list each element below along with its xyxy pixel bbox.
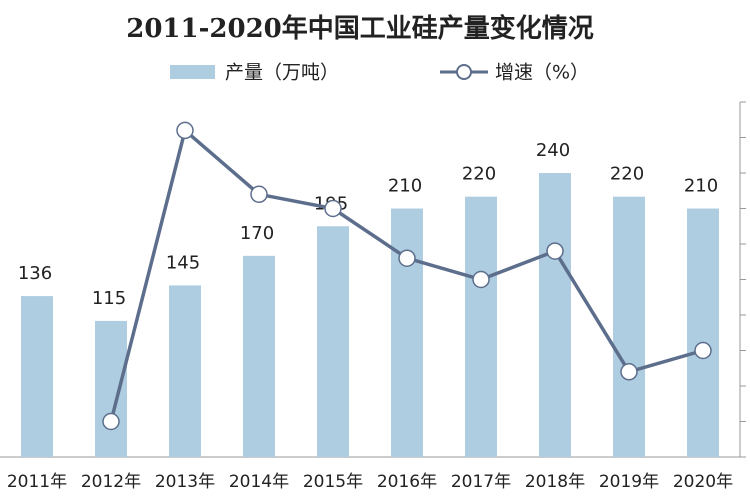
data-label: 136	[18, 263, 52, 284]
x-tick-label: 2011年	[7, 472, 67, 492]
x-tick-label: 2020年	[673, 472, 733, 492]
x-tick-label: 2012年	[81, 472, 141, 492]
bar	[465, 196, 497, 457]
line-point	[324, 199, 342, 218]
bar	[687, 208, 719, 457]
data-label: 240	[536, 140, 570, 161]
bar	[613, 196, 645, 457]
legend-swatch	[170, 65, 215, 79]
line-point	[176, 121, 194, 140]
line-point	[472, 270, 490, 289]
bar	[243, 255, 275, 457]
chart-title: 2011-2020年中国工业硅产量变化情况	[126, 13, 594, 44]
x-tick-label: 2013年	[155, 472, 215, 492]
data-label: 115	[92, 288, 126, 309]
bar	[169, 285, 201, 457]
data-label: 220	[462, 164, 496, 185]
x-tick-label: 2014年	[229, 472, 289, 492]
line-point	[250, 185, 268, 204]
line-point	[694, 341, 712, 360]
legend-label: 增速（%）	[495, 62, 589, 84]
data-label: 210	[388, 176, 422, 197]
bar	[95, 320, 127, 457]
data-label: 210	[684, 176, 718, 197]
x-tick-label: 2017年	[451, 472, 511, 492]
x-tick-label: 2015年	[303, 472, 363, 492]
line-point	[398, 249, 416, 267]
line-point	[102, 412, 120, 431]
data-label: 145	[166, 252, 200, 273]
bar	[539, 173, 571, 457]
x-tick-label: 2019年	[599, 472, 659, 492]
bar	[317, 226, 349, 457]
line-point	[620, 363, 638, 381]
line-point	[546, 242, 564, 260]
data-label: 170	[240, 223, 274, 244]
x-tick-label: 2018年	[525, 472, 585, 492]
x-tick-label: 2016年	[377, 472, 437, 492]
legend-label: 产量（万吨）	[225, 62, 339, 84]
data-label: 220	[610, 164, 644, 185]
bar	[21, 296, 53, 457]
legend-swatch	[456, 64, 472, 80]
bar	[391, 208, 423, 457]
